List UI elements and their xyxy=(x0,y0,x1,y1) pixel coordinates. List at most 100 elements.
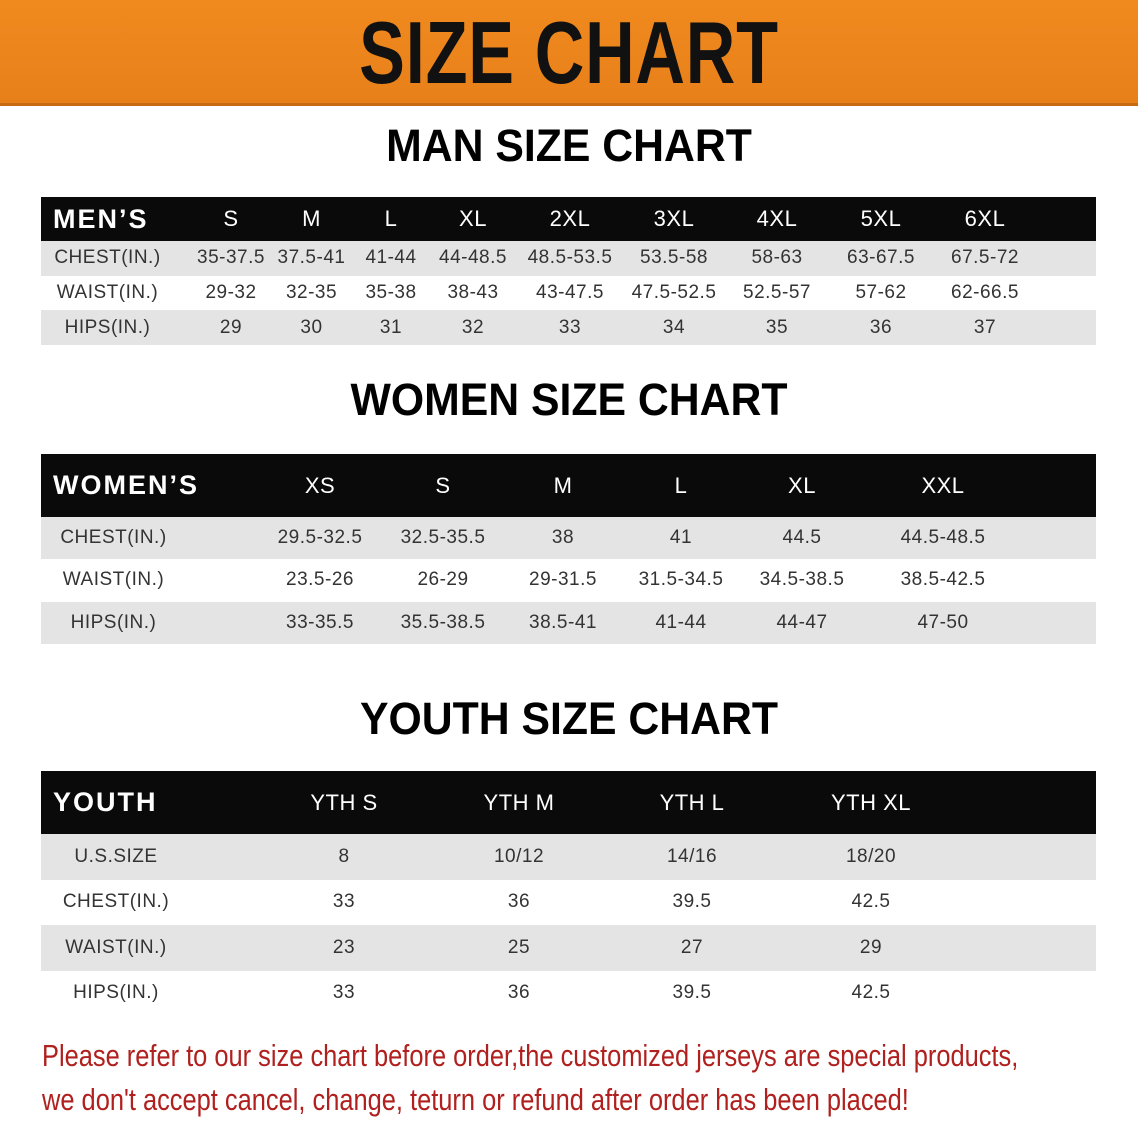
size-header-cell: 2XL xyxy=(549,206,591,231)
table-cell: 47.5-52.5 xyxy=(631,282,717,304)
table-cell: 38 xyxy=(551,527,575,549)
table-cell: 29-31.5 xyxy=(529,569,597,591)
row-label: U.S.SIZE xyxy=(74,845,158,867)
table-cell: 41 xyxy=(669,527,693,549)
table-cell: 63-67.5 xyxy=(847,247,915,269)
table-cell: 31.5-34.5 xyxy=(638,569,724,591)
table-cell: 18/20 xyxy=(845,845,897,867)
row-label: HIPS(IN.) xyxy=(70,611,157,633)
table-cell: 23.5-26 xyxy=(286,569,354,591)
table-cell: 35.5-38.5 xyxy=(400,611,486,633)
table-cell: 47-50 xyxy=(917,611,969,633)
banner-title: SIZE CHART xyxy=(359,3,779,102)
row-label: WAIST(IN.) xyxy=(65,936,167,958)
table-cell: 33-35.5 xyxy=(286,611,354,633)
notice-line-1: Please refer to our size chart before or… xyxy=(42,1038,1019,1073)
table-cell: 33 xyxy=(332,891,356,913)
table-cell: 23 xyxy=(332,936,356,958)
table-cell: 44-48.5 xyxy=(439,247,507,269)
size-header-cell: 5XL xyxy=(860,206,902,231)
table-row: U.S.SIZE 8 10/12 14/16 18/20 xyxy=(41,834,1096,880)
size-chart-banner: SIZE CHART xyxy=(0,0,1138,106)
size-header-cell: M xyxy=(553,472,573,498)
size-header-cell: 3XL xyxy=(653,206,695,231)
table-cell: 52.5-57 xyxy=(743,282,811,304)
table-row: CHEST(IN.) 33 36 39.5 42.5 xyxy=(41,879,1096,925)
table-row: WAIST(IN.) 29-32 32-35 35-38 38-43 43-47.5 47.… xyxy=(41,275,1096,311)
size-header-cell: XL xyxy=(788,472,816,498)
table-cell: 44-47 xyxy=(776,611,828,633)
size-header-cell: 4XL xyxy=(756,206,798,231)
size-header-cell: XS xyxy=(304,472,336,498)
size-header-cell: YTH S xyxy=(310,789,378,815)
size-header-cell: 6XL xyxy=(964,206,1006,231)
table-cell: 25 xyxy=(507,936,531,958)
table-cell: 29 xyxy=(859,936,883,958)
size-header-cell: XL xyxy=(459,206,487,231)
row-label: WAIST(IN.) xyxy=(62,569,165,591)
table-row: CHEST(IN.) 35-37.5 37.5-41 41-44 44-48.5 48.5… xyxy=(41,241,1096,276)
women-size-table: WOMEN’S XS S M L XL XXL CHEST(IN.) 29.5-32.5 32.5… xyxy=(41,454,1096,644)
table-cell: 41-44 xyxy=(655,611,707,633)
table-cell: 36 xyxy=(507,982,531,1004)
table-cell: 37.5-41 xyxy=(277,247,346,269)
table-cell: 27 xyxy=(680,936,704,958)
table-cell: 67.5-72 xyxy=(951,247,1019,269)
size-header-cell: L xyxy=(674,472,688,498)
table-header-row: MEN’S S M L XL 2XL 3XL 4XL 5XL 6XL xyxy=(41,197,1096,241)
table-cell: 41-44 xyxy=(365,247,417,269)
youth-section-title: YOUTH SIZE CHART xyxy=(359,693,778,744)
table-cell: 33 xyxy=(332,982,356,1004)
table-cell: 32.5-35.5 xyxy=(400,527,486,549)
table-header-row: WOMEN’S XS S M L XL XXL xyxy=(41,454,1096,517)
table-title-cell: WOMEN’S xyxy=(53,470,199,500)
table-title-cell: MEN’S xyxy=(53,203,149,234)
table-cell: 26-29 xyxy=(417,569,469,591)
table-cell: 39.5 xyxy=(672,891,712,913)
table-row: CHEST(IN.) 29.5-32.5 32.5-35.5 38 41 44.5 44.5… xyxy=(41,517,1096,560)
size-header-cell: YTH XL xyxy=(830,789,912,815)
table-row: HIPS(IN.) 33-35.5 35.5-38.5 38.5-41 41-44 44-… xyxy=(41,601,1096,644)
table-title-cell: YOUTH xyxy=(53,787,158,817)
table-cell: 38-43 xyxy=(447,282,499,304)
row-label: CHEST(IN.) xyxy=(60,527,167,549)
table-cell: 35-37.5 xyxy=(197,247,265,269)
size-header-cell: YTH M xyxy=(483,789,555,815)
table-cell: 36 xyxy=(507,891,531,913)
table-cell: 31 xyxy=(379,316,403,338)
women-section-title: WOMEN SIZE CHART xyxy=(350,374,788,425)
table-cell: 39.5 xyxy=(672,982,712,1004)
table-cell: 44.5-48.5 xyxy=(900,527,986,549)
size-header-cell: L xyxy=(384,206,398,231)
table-cell: 38.5-41 xyxy=(529,611,597,633)
row-label: HIPS(IN.) xyxy=(64,316,151,338)
size-header-cell: S xyxy=(223,206,239,231)
row-label: HIPS(IN.) xyxy=(73,982,159,1004)
table-cell: 34 xyxy=(662,316,686,338)
table-cell: 62-66.5 xyxy=(951,282,1019,304)
row-label: WAIST(IN.) xyxy=(56,282,159,304)
size-header-cell: XXL xyxy=(921,472,965,498)
table-cell: 32-35 xyxy=(285,282,338,304)
notice-line-2: we don't accept cancel, change, teturn o… xyxy=(42,1082,909,1117)
table-cell: 42.5 xyxy=(851,891,891,913)
men-size-table: MEN’S S M L XL 2XL 3XL 4XL 5XL 6XL CHEST(IN.) 35-37… xyxy=(41,197,1096,346)
size-header-cell: YTH L xyxy=(659,789,725,815)
table-cell: 36 xyxy=(869,316,893,338)
men-section-title: MAN SIZE CHART xyxy=(386,120,752,171)
table-cell: 30 xyxy=(300,316,323,338)
table-row: HIPS(IN.) 29 30 31 32 33 34 35 36 37 xyxy=(41,310,1096,346)
table-header-row: YOUTH YTH S YTH M YTH L YTH XL xyxy=(41,771,1096,834)
youth-size-table: YOUTH YTH S YTH M YTH L YTH XL U.S.SIZE 8 10/12… xyxy=(41,771,1096,1016)
table-row: HIPS(IN.) 33 36 39.5 42.5 xyxy=(41,970,1096,1016)
table-cell: 8 xyxy=(338,845,350,867)
row-label: CHEST(IN.) xyxy=(54,247,161,269)
size-header-cell: M xyxy=(302,206,321,231)
table-cell: 35-38 xyxy=(365,282,417,304)
table-cell: 44.5 xyxy=(782,527,822,549)
table-cell: 35 xyxy=(765,316,789,338)
row-label: CHEST(IN.) xyxy=(62,891,170,913)
table-cell: 32 xyxy=(461,316,485,338)
table-cell: 48.5-53.5 xyxy=(527,247,613,269)
table-row: WAIST(IN.) 23.5-26 26-29 29-31.5 31.5-34.5 34… xyxy=(41,559,1096,602)
